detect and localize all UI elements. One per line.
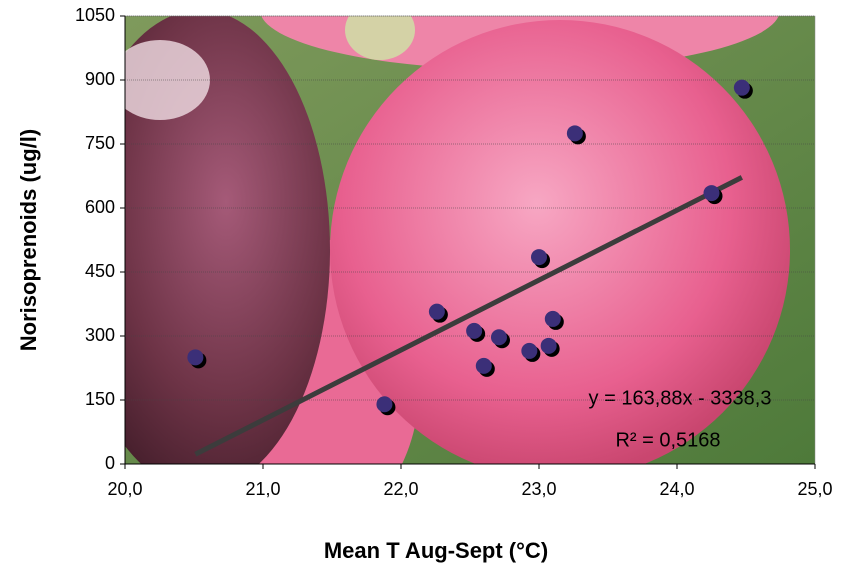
y-tick-label: 150 [85, 389, 115, 409]
point [733, 79, 750, 96]
point [566, 125, 583, 142]
point [466, 322, 483, 339]
x-axis-title: Mean T Aug-Sept (°C) [324, 538, 548, 563]
x-tick-label: 23,0 [521, 479, 556, 499]
point [703, 185, 720, 202]
background-photo [125, 16, 815, 464]
y-axis-title: Norisoprenoids (ug/l) [16, 129, 41, 351]
point [490, 329, 507, 346]
x-tick-label: 24,0 [659, 479, 694, 499]
y-tick-label: 0 [105, 453, 115, 473]
y-tick-label: 300 [85, 325, 115, 345]
x-tick-label: 21,0 [245, 479, 280, 499]
y-tick-label: 900 [85, 69, 115, 89]
x-tick-label: 22,0 [383, 479, 418, 499]
x-tick-label: 25,0 [797, 479, 832, 499]
point [475, 357, 492, 374]
y-tick-label: 450 [85, 261, 115, 281]
trendline [194, 175, 743, 457]
trendline-equation: y = 163,88x - 3338,3 [589, 387, 772, 409]
point [187, 349, 204, 366]
y-tick-label: 1050 [75, 5, 115, 25]
r-squared: R² = 0,5168 [615, 429, 720, 451]
point [531, 249, 547, 266]
point [544, 310, 561, 327]
point [376, 396, 393, 413]
y-tick-label: 600 [85, 197, 115, 217]
point [521, 342, 538, 359]
point [540, 337, 557, 354]
x-tick-label: 20,0 [107, 479, 142, 499]
y-tick-label: 750 [85, 133, 115, 153]
point [428, 303, 445, 320]
